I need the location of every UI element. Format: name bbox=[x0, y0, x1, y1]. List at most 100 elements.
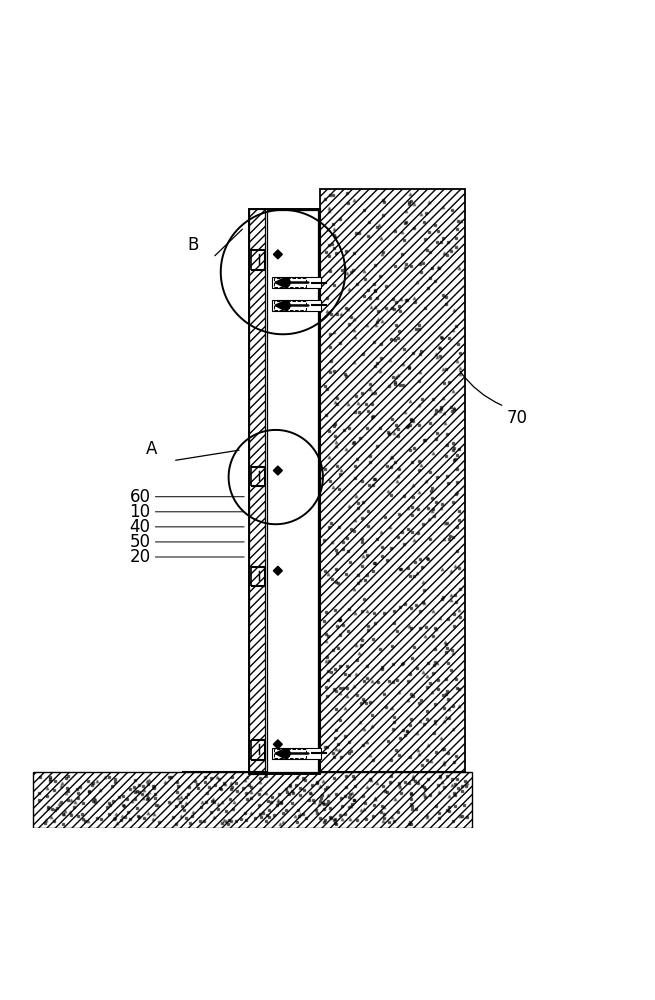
Point bbox=[394, 506, 404, 522]
Point bbox=[349, 245, 360, 261]
Point bbox=[172, 784, 182, 800]
Point bbox=[394, 323, 404, 339]
Point bbox=[434, 810, 445, 826]
Point bbox=[366, 409, 377, 425]
Point bbox=[396, 224, 407, 240]
Point bbox=[273, 794, 284, 810]
Point bbox=[269, 807, 279, 823]
Point bbox=[335, 680, 345, 696]
Bar bbox=[249, 209, 265, 774]
Point bbox=[58, 816, 68, 832]
Point bbox=[407, 650, 417, 666]
Point bbox=[428, 603, 439, 619]
Point bbox=[422, 809, 432, 825]
Point bbox=[330, 602, 341, 618]
Point bbox=[354, 225, 364, 241]
Point bbox=[400, 727, 410, 743]
Point bbox=[447, 383, 458, 399]
Point bbox=[369, 334, 379, 350]
Point bbox=[369, 555, 379, 571]
Point bbox=[264, 809, 274, 825]
Point bbox=[370, 790, 381, 806]
Point bbox=[134, 777, 144, 793]
Point bbox=[432, 349, 442, 365]
Point bbox=[407, 768, 418, 784]
Point bbox=[183, 786, 193, 802]
Point bbox=[444, 330, 455, 346]
Point bbox=[193, 780, 203, 796]
Point bbox=[319, 532, 329, 548]
Point bbox=[281, 802, 291, 818]
Point bbox=[45, 773, 55, 789]
Point bbox=[293, 808, 304, 824]
Point bbox=[405, 442, 416, 458]
Point bbox=[395, 785, 405, 801]
Point bbox=[352, 812, 362, 828]
Point bbox=[150, 790, 160, 806]
Point bbox=[392, 367, 403, 383]
Point bbox=[227, 801, 238, 817]
Point bbox=[322, 381, 332, 397]
Point bbox=[412, 525, 422, 541]
Point bbox=[212, 769, 223, 785]
Point bbox=[322, 566, 333, 582]
Point bbox=[430, 621, 441, 637]
Point bbox=[330, 434, 341, 450]
Point bbox=[184, 779, 195, 795]
Point bbox=[414, 321, 424, 337]
Polygon shape bbox=[273, 740, 282, 749]
Point bbox=[346, 785, 357, 801]
Point bbox=[415, 620, 426, 636]
Point bbox=[450, 451, 460, 467]
Point bbox=[149, 778, 159, 794]
Point bbox=[324, 326, 335, 342]
Point bbox=[384, 519, 395, 535]
Point bbox=[389, 223, 400, 239]
Point bbox=[376, 246, 386, 262]
Point bbox=[324, 519, 335, 535]
Point bbox=[449, 400, 459, 416]
Point bbox=[454, 503, 464, 519]
Point bbox=[391, 369, 402, 385]
Point bbox=[409, 639, 419, 655]
Point bbox=[422, 679, 432, 695]
Point bbox=[396, 291, 407, 307]
Point bbox=[338, 422, 348, 438]
Point bbox=[422, 550, 433, 566]
Point bbox=[439, 741, 449, 757]
Point bbox=[439, 779, 449, 795]
Point bbox=[449, 787, 460, 803]
Point bbox=[328, 479, 338, 495]
Point bbox=[345, 420, 355, 436]
Point bbox=[181, 795, 192, 811]
Point bbox=[359, 693, 369, 709]
Point bbox=[411, 597, 421, 613]
Point bbox=[331, 786, 342, 802]
Point bbox=[176, 808, 186, 824]
Point bbox=[142, 791, 153, 807]
Point bbox=[355, 714, 365, 730]
Point bbox=[210, 777, 220, 793]
Point bbox=[403, 775, 414, 791]
Point bbox=[388, 721, 398, 737]
Point bbox=[430, 402, 441, 418]
Point bbox=[394, 775, 404, 791]
Point bbox=[394, 779, 405, 795]
Point bbox=[320, 626, 331, 642]
Point bbox=[80, 813, 90, 829]
Point bbox=[405, 393, 415, 409]
Bar bbox=[320, 189, 465, 772]
Point bbox=[329, 428, 340, 444]
Point bbox=[278, 814, 288, 830]
Point bbox=[370, 471, 381, 487]
Point bbox=[451, 486, 461, 502]
Point bbox=[365, 771, 375, 787]
Point bbox=[241, 812, 252, 828]
Point bbox=[56, 794, 67, 810]
Point bbox=[449, 618, 460, 634]
Point bbox=[329, 770, 339, 786]
Point bbox=[415, 692, 426, 708]
Point bbox=[422, 752, 432, 768]
Point bbox=[330, 229, 341, 245]
Point bbox=[177, 798, 187, 814]
